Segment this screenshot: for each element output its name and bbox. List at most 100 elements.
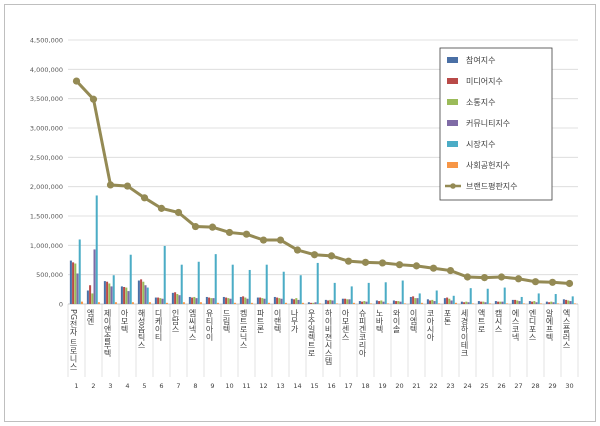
line-point xyxy=(412,262,421,270)
bar xyxy=(480,301,483,304)
bar xyxy=(380,300,383,304)
bar xyxy=(259,297,262,304)
bar xyxy=(409,296,412,304)
line-point xyxy=(344,257,353,265)
category-label: 코아시아 xyxy=(426,309,435,342)
bar xyxy=(108,283,111,304)
bar xyxy=(467,302,470,304)
category-number: 15 xyxy=(310,382,318,390)
line-point xyxy=(446,266,455,275)
category-label: 와이솔 xyxy=(392,308,401,333)
bar xyxy=(212,298,215,304)
category-label: 하이비젼시스템 xyxy=(324,308,333,365)
bar xyxy=(554,294,557,304)
bar xyxy=(256,297,259,304)
line-point xyxy=(140,194,149,202)
bar xyxy=(552,302,555,304)
bar xyxy=(367,282,370,304)
line-point xyxy=(378,259,387,267)
line-point xyxy=(276,236,285,244)
bar xyxy=(573,303,576,304)
bar xyxy=(420,302,423,304)
bar xyxy=(550,301,553,304)
bar xyxy=(142,281,145,304)
bar xyxy=(284,302,287,304)
bar xyxy=(378,301,381,304)
bar xyxy=(265,264,268,304)
bar xyxy=(344,298,347,304)
bar xyxy=(188,296,191,304)
category-label: 파트론 xyxy=(256,309,265,333)
bar xyxy=(531,301,534,304)
bar xyxy=(488,303,491,304)
bar xyxy=(290,298,293,304)
bar xyxy=(412,296,415,304)
bar xyxy=(125,287,128,304)
bar xyxy=(231,264,234,304)
bar xyxy=(103,281,106,304)
category-number: 7 xyxy=(176,382,180,390)
category-number: 23 xyxy=(446,382,454,390)
legend-label: 시장지수 xyxy=(466,139,495,149)
bar xyxy=(463,302,466,304)
bar xyxy=(533,301,536,304)
bar xyxy=(129,254,132,304)
category-label: 이랜텍 xyxy=(273,308,282,334)
y-tick-label: 1,000,000 xyxy=(30,242,63,250)
bar xyxy=(233,302,236,304)
bar xyxy=(69,260,72,304)
legend-swatch xyxy=(447,78,458,84)
line-point xyxy=(310,251,319,259)
category-label: 캠시스 xyxy=(494,308,503,333)
bar xyxy=(431,299,434,304)
line-point xyxy=(208,223,217,231)
bar xyxy=(545,301,548,304)
bar xyxy=(484,302,487,304)
bar xyxy=(450,300,453,304)
bar xyxy=(225,297,228,304)
bar xyxy=(358,301,361,304)
legend-label: 브랜드평판지수 xyxy=(466,181,518,191)
category-number: 29 xyxy=(548,382,556,390)
bar xyxy=(482,301,485,304)
bar xyxy=(171,292,174,304)
category-label: 포톤 xyxy=(443,309,452,325)
y-tick-label: 0 xyxy=(59,301,63,309)
bar xyxy=(369,303,372,304)
line-point xyxy=(259,236,268,244)
bar xyxy=(486,288,489,304)
category-number: 19 xyxy=(378,382,386,390)
bar xyxy=(114,302,117,304)
bar xyxy=(505,303,508,304)
category-number: 4 xyxy=(125,382,129,390)
category-label: 엠씨넥스 xyxy=(188,308,197,341)
bar xyxy=(565,299,568,304)
bar xyxy=(416,298,419,304)
line-point xyxy=(72,77,81,85)
legend-label: 사회공헌지수 xyxy=(466,161,510,170)
bar xyxy=(278,298,281,304)
category-label: 제이앤솔루텍 xyxy=(103,309,112,358)
legend-swatch xyxy=(447,57,458,63)
bar xyxy=(280,298,283,304)
category-number: 8 xyxy=(193,382,197,390)
bar xyxy=(350,286,353,304)
legend-swatch xyxy=(447,99,458,105)
bar xyxy=(95,195,98,304)
line-point xyxy=(429,264,438,272)
bar xyxy=(363,301,366,304)
bar xyxy=(335,303,338,304)
bar xyxy=(222,296,225,304)
bar xyxy=(471,303,474,304)
bar xyxy=(263,298,266,304)
bar xyxy=(199,302,202,304)
bar xyxy=(341,298,344,304)
bar xyxy=(197,261,200,304)
category-number: 9 xyxy=(210,382,214,390)
bar xyxy=(503,287,506,304)
bar xyxy=(191,297,194,304)
bar xyxy=(397,301,400,304)
category-number: 16 xyxy=(327,382,335,390)
legend-box xyxy=(439,47,553,201)
